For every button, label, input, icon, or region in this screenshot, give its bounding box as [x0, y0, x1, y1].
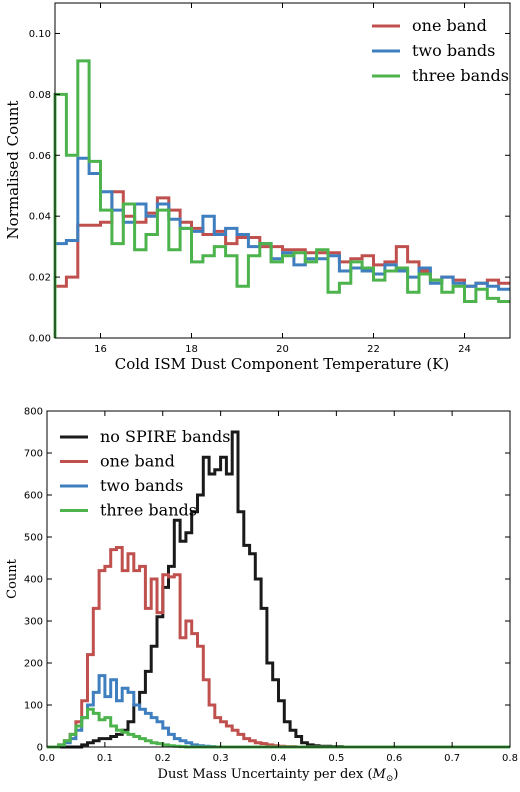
bottom-chart: 0.0 0.1 0.2 0.3 0.4 0.5 0.6 0.7 0.8 0 100 200 300 40…	[5, 407, 518, 785]
top-chart-x-label: Cold ISM Dust Component Temperature (K)	[115, 355, 450, 373]
bottom-chart-y-label: Count	[5, 558, 20, 599]
y-tick-label: 0.08	[29, 90, 51, 101]
y-tick-label: 0	[37, 743, 43, 754]
bottom-chart-x-label-math: M	[372, 767, 387, 782]
y-tick-label: 0.02	[29, 273, 51, 284]
y-tick-label: 400	[24, 575, 43, 586]
top-chart-series	[53, 59, 510, 338]
top-chart-y-label: Normalised Count	[4, 101, 22, 240]
x-tick-label: 16	[94, 344, 107, 355]
x-tick-label: 0.6	[386, 753, 402, 764]
y-tick-label: 0.10	[29, 29, 51, 40]
legend-label: two bands	[100, 476, 183, 495]
bottom-chart-legend: no SPIRE bands one band two bands three ban…	[60, 427, 230, 520]
top-chart-legend: one band two bands three bands	[372, 16, 509, 85]
x-tick-label: 0.1	[97, 753, 113, 764]
x-tick-label: 24	[458, 344, 471, 355]
top-chart-x-ticks: 16 18 20 22 24	[94, 3, 471, 355]
x-tick-label: 0.7	[444, 753, 460, 764]
bottom-chart-x-label-sub: ⊙	[386, 774, 394, 784]
x-tick-label: 18	[185, 344, 198, 355]
y-tick-label: 500	[24, 533, 43, 544]
y-tick-label: 800	[24, 407, 43, 418]
x-tick-label: 0.5	[328, 753, 344, 764]
bottom-chart-y-ticks: 0 100 200 300 400 500 600 700 800	[24, 407, 510, 754]
x-tick-label: 0.4	[271, 753, 287, 764]
legend-label: three bands	[412, 66, 509, 85]
y-tick-label: 0.04	[29, 212, 51, 223]
x-tick-label: 0.8	[502, 753, 518, 764]
bottom-chart-x-label-end: )	[393, 767, 398, 782]
y-tick-label: 0.00	[29, 334, 51, 345]
series-one-band	[47, 546, 510, 749]
y-tick-label: 600	[24, 491, 43, 502]
legend-label: one band	[412, 16, 487, 35]
bottom-chart-x-ticks: 0.0 0.1 0.2 0.3 0.4 0.5 0.6 0.7 0.8	[39, 411, 518, 764]
x-tick-label: 0.3	[213, 753, 229, 764]
top-chart: 16 18 20 22 24 0.00 0.02 0.04 0.06 0.08 0.10 Cold…	[4, 2, 511, 373]
y-tick-label: 700	[24, 449, 43, 460]
legend-label: one band	[100, 452, 175, 471]
x-tick-label: 0.2	[155, 753, 171, 764]
x-tick-label: 0.0	[39, 753, 55, 764]
x-tick-label: 22	[367, 344, 380, 355]
legend-label: no SPIRE bands	[100, 427, 230, 446]
y-tick-label: 100	[24, 701, 43, 712]
legend-label: two bands	[412, 41, 495, 60]
bottom-chart-x-label-text: Dust Mass Uncertainty per dex (	[158, 767, 373, 782]
y-tick-label: 300	[24, 617, 43, 628]
series-three-bands	[47, 707, 510, 749]
top-chart-y-ticks: 0.00 0.02 0.04 0.06 0.08 0.10	[29, 29, 510, 345]
series-three-bands	[53, 59, 510, 338]
y-tick-label: 0.06	[29, 151, 51, 162]
x-tick-label: 20	[276, 344, 289, 355]
y-tick-label: 200	[24, 659, 43, 670]
bottom-chart-x-label: Dust Mass Uncertainty per dex (M⊙)	[158, 767, 399, 784]
legend-label: three bands	[100, 501, 197, 520]
